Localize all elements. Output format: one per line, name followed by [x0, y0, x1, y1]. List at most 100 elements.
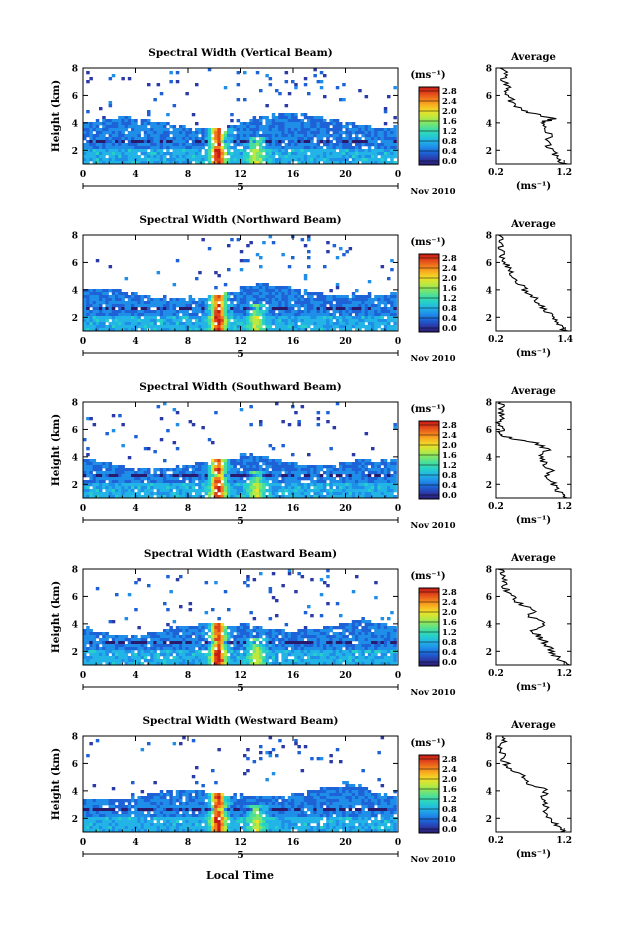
heatmap-cell: [143, 659, 148, 663]
heatmap-cell: [147, 131, 151, 135]
heatmap-cell: [111, 313, 116, 317]
heatmap-cell: [147, 632, 151, 636]
heatmap-cell: [188, 632, 193, 636]
heatmap-cell: [252, 140, 257, 144]
heatmap-cell: [281, 137, 285, 141]
heatmap-cell: [159, 325, 164, 329]
heatmap-cell: [249, 641, 253, 645]
heatmap-cell: [371, 298, 375, 302]
heatmap-cell: [246, 623, 250, 627]
heatmap-cell: [313, 125, 317, 129]
heatmap-cell: [287, 632, 292, 636]
heatmap-cell: [297, 635, 301, 639]
heatmap-cell: [316, 483, 321, 487]
heatmap-cell: [268, 462, 273, 466]
heatmap-cell: [355, 152, 359, 156]
heatmap-cell: [150, 489, 154, 493]
heatmap-cell: [371, 304, 375, 308]
heatmap-cell: [198, 650, 202, 654]
profile-frame: [495, 67, 572, 165]
heatmap-cell: [278, 307, 282, 311]
heatmap-cell: [179, 662, 183, 666]
heatmap-cell: [236, 98, 241, 102]
heatmap-cell: [326, 411, 330, 415]
heatmap-cell: [131, 128, 135, 132]
heatmap-cell: [223, 134, 228, 138]
heatmap-cell: [297, 641, 301, 645]
heatmap-cell: [102, 495, 106, 499]
heatmap-cell: [185, 659, 189, 663]
heatmap-cell: [239, 408, 244, 412]
heatmap-cell: [99, 632, 103, 636]
heatmap-cell: [307, 140, 311, 144]
heatmap-cell: [281, 149, 285, 153]
heatmap-cell: [275, 158, 279, 162]
heatmap-cell: [137, 644, 141, 648]
heatmap-cell: [313, 632, 317, 636]
heatmap-cell: [83, 143, 87, 147]
heatmap-cell: [291, 119, 295, 123]
heatmap-cell: [259, 286, 263, 290]
heatmap-cell: [345, 468, 349, 472]
heatmap-cell: [361, 319, 365, 323]
heatmap-cell: [303, 647, 308, 651]
heatmap-cell: [150, 319, 154, 323]
heatmap-cell: [172, 641, 177, 645]
heatmap-cell: [383, 128, 388, 132]
heatmap-cell: [140, 158, 145, 162]
heatmap-cell: [115, 641, 119, 645]
y-axis-label: Height (km): [50, 80, 62, 152]
heatmap-cell: [137, 578, 141, 582]
heatmap-cell: [326, 131, 330, 135]
heatmap-cell: [188, 328, 193, 332]
heatmap-cell: [390, 468, 394, 472]
heatmap-cell: [105, 656, 109, 660]
heatmap-cell: [332, 307, 337, 311]
heatmap-cell: [281, 325, 285, 329]
heatmap-cell: [233, 659, 237, 663]
heatmap-cell: [124, 137, 129, 141]
heatmap-cell: [355, 316, 359, 320]
heatmap-cell: [201, 298, 205, 302]
heatmap-cell: [303, 492, 308, 496]
heatmap-cell: [195, 635, 199, 639]
date-month-year-label: Nov 2010: [411, 187, 456, 197]
heatmap-cell: [140, 474, 145, 478]
heatmap-cell: [105, 641, 109, 645]
heatmap-cell: [111, 295, 116, 299]
heatmap-cell: [255, 495, 260, 499]
heatmap-cell: [287, 322, 292, 326]
colorbar-tick-label: 1.6: [442, 451, 457, 461]
heatmap-cell: [201, 304, 205, 308]
heatmap-cell: [124, 617, 129, 621]
profile-x-tick-label: 0.2: [488, 335, 504, 345]
heatmap-cell: [326, 492, 330, 496]
heatmap-cell: [364, 161, 369, 165]
heatmap-cells: [83, 68, 397, 165]
heatmap-cell: [137, 134, 141, 138]
heatmap-cell: [207, 134, 212, 138]
heatmap-cell: [188, 295, 193, 299]
heatmap-cell: [214, 313, 218, 317]
heatmap-cell: [313, 325, 317, 329]
heatmap-cell: [95, 155, 100, 159]
heatmap-cell: [118, 492, 122, 496]
heatmap-cell: [236, 140, 241, 144]
heatmap-cell: [211, 313, 215, 317]
heatmap-cell: [268, 465, 273, 469]
heatmap-cell: [287, 307, 292, 311]
heatmap-cell: [166, 650, 170, 654]
heatmap-cell: [121, 644, 125, 648]
heatmap-cell: [163, 602, 167, 606]
heatmap-cell: [89, 656, 93, 660]
heatmap-cell: [217, 662, 221, 666]
heatmap-cell: [83, 128, 87, 132]
heatmap-cell: [150, 134, 154, 138]
heatmap-cell: [207, 137, 212, 141]
heatmap-cell: [297, 644, 301, 648]
heatmap-cell: [115, 155, 119, 159]
heatmap-cell: [374, 328, 378, 332]
heatmap-cell: [275, 486, 279, 490]
heatmap-cell: [239, 465, 244, 469]
heatmap-cell: [169, 155, 173, 159]
